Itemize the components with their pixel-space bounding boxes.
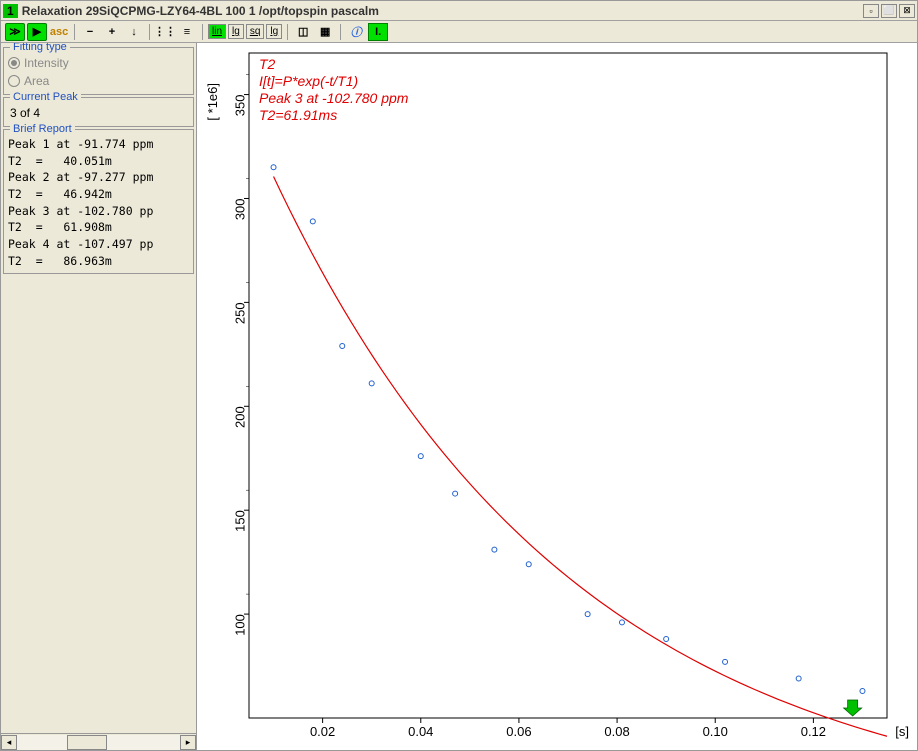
brief-report-group: Brief Report Peak 1 at -91.774 ppm T2 = …: [3, 129, 194, 274]
scale-lin-button[interactable]: lin: [208, 24, 226, 39]
svg-text:[ *1e6]: [ *1e6]: [205, 83, 220, 121]
radio-label: Area: [24, 74, 49, 88]
grid-icon[interactable]: ▦: [315, 23, 335, 41]
radio-icon: [8, 57, 20, 69]
svg-text:T2: T2: [259, 56, 276, 72]
toolbar-separator: [74, 24, 75, 40]
down-button[interactable]: ↓: [124, 23, 144, 41]
play-button[interactable]: ▶: [27, 23, 47, 41]
svg-text:[s]: [s]: [895, 724, 909, 739]
svg-text:T2=61.91ms: T2=61.91ms: [259, 107, 337, 123]
minimize-icon[interactable]: ▫: [863, 4, 879, 18]
window-title: Relaxation 29SiQCPMG-LZY64-4BL 100 1 /op…: [22, 4, 863, 18]
svg-text:150: 150: [232, 510, 247, 532]
brief-report-title: Brief Report: [10, 123, 75, 135]
close-icon[interactable]: ⊠: [899, 4, 915, 18]
radio-intensity[interactable]: Intensity: [8, 54, 189, 72]
zoom-out-button[interactable]: −: [80, 23, 100, 41]
info-icon[interactable]: ⓘ: [346, 23, 366, 41]
sidebar: Fitting type Intensity Area Current Peak…: [1, 43, 197, 750]
svg-text:0.08: 0.08: [604, 724, 629, 739]
asc-button[interactable]: asc: [49, 23, 69, 41]
fitting-type-group: Fitting type Intensity Area: [3, 47, 194, 95]
toolbar-separator: [340, 24, 341, 40]
radio-icon: [8, 75, 20, 87]
window-titlebar: 1 Relaxation 29SiQCPMG-LZY64-4BL 100 1 /…: [1, 1, 917, 21]
dots-icon[interactable]: ⋮⋮: [155, 23, 175, 41]
scroll-right-icon[interactable]: ▸: [180, 735, 196, 750]
toolbar-separator: [149, 24, 150, 40]
toolbar: ≫ ▶ asc − + ↓ ⋮⋮ ≡ lin lg sq lg ◫ ▦ ⓘ I.: [1, 21, 917, 43]
svg-text:250: 250: [232, 302, 247, 324]
radio-area[interactable]: Area: [8, 72, 189, 90]
current-peak-title: Current Peak: [10, 91, 81, 103]
svg-text:100: 100: [232, 614, 247, 636]
svg-text:Peak 3 at -102.780 ppm: Peak 3 at -102.780 ppm: [259, 90, 409, 106]
radio-label: Intensity: [24, 56, 69, 70]
toolbar-separator: [202, 24, 203, 40]
brief-report-text: Peak 1 at -91.774 ppm T2 = 40.051m Peak …: [8, 136, 189, 269]
svg-text:0.06: 0.06: [506, 724, 531, 739]
fast-forward-button[interactable]: ≫: [5, 23, 25, 41]
svg-text:0.12: 0.12: [801, 724, 826, 739]
svg-text:300: 300: [232, 198, 247, 220]
svg-text:200: 200: [232, 406, 247, 428]
current-peak-value: 3 of 4: [8, 104, 189, 122]
chart-canvas: 100 150 200 250 300 350 0.02 0.04 0.06 0.08 0.10 0.…: [197, 43, 917, 750]
scroll-thumb[interactable]: [67, 735, 107, 750]
scale-lg2-button[interactable]: lg: [266, 24, 282, 39]
fitting-type-title: Fitting type: [10, 43, 70, 53]
svg-text:0.10: 0.10: [703, 724, 728, 739]
zoom-in-button[interactable]: +: [102, 23, 122, 41]
svg-text:0.02: 0.02: [310, 724, 335, 739]
svg-text:I[t]=P*exp(-t/T1): I[t]=P*exp(-t/T1): [259, 73, 358, 89]
integral-button[interactable]: I.: [368, 23, 388, 41]
window-number: 1: [3, 4, 18, 18]
plot-area[interactable]: 100 150 200 250 300 350 0.02 0.04 0.06 0.08 0.10 0.…: [197, 43, 917, 750]
scroll-track[interactable]: [17, 735, 180, 750]
list-icon[interactable]: ≡: [177, 23, 197, 41]
scale-lg-button[interactable]: lg: [228, 24, 244, 39]
scroll-left-icon[interactable]: ◂: [1, 735, 17, 750]
chart-icon[interactable]: ◫: [293, 23, 313, 41]
maximize-icon[interactable]: ⬜: [881, 4, 897, 18]
svg-text:0.04: 0.04: [408, 724, 433, 739]
svg-text:350: 350: [232, 95, 247, 117]
sidebar-scrollbar[interactable]: ◂ ▸: [1, 733, 196, 750]
scale-sq-button[interactable]: sq: [246, 24, 265, 39]
toolbar-separator: [287, 24, 288, 40]
